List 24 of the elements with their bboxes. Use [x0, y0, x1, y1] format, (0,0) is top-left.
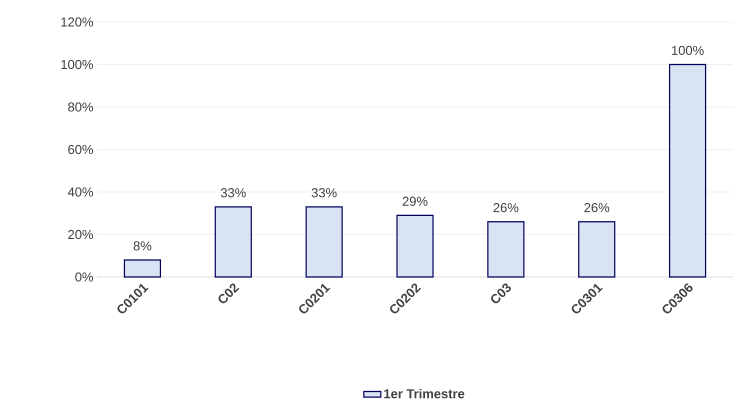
data-label: 33% [220, 188, 246, 198]
bar [487, 221, 524, 278]
bar [306, 206, 343, 278]
data-label: 8% [134, 241, 152, 250]
data-label: 100% [672, 46, 704, 55]
y-tick-label: 60% [68, 144, 94, 154]
bar [124, 259, 162, 278]
data-label: 26% [494, 203, 518, 212]
x-tick-label: C03 [491, 283, 511, 304]
y-tick-label: 100% [61, 60, 94, 70]
legend-label: 1er Trimestre [384, 388, 464, 398]
y-tick-label: 40% [68, 187, 94, 197]
bar [214, 206, 252, 278]
bar [578, 221, 616, 278]
data-label: 26% [584, 203, 610, 212]
y-tick-label: 80% [68, 102, 94, 112]
y-tick-label: 120% [61, 17, 94, 27]
y-tick-label: 20% [68, 230, 94, 240]
bar [396, 214, 434, 278]
y-tick-label: 0% [75, 272, 94, 282]
x-tick-label: C02 [218, 283, 240, 304]
data-label: 29% [402, 196, 428, 206]
data-label: 33% [312, 188, 337, 198]
bar [668, 64, 706, 278]
